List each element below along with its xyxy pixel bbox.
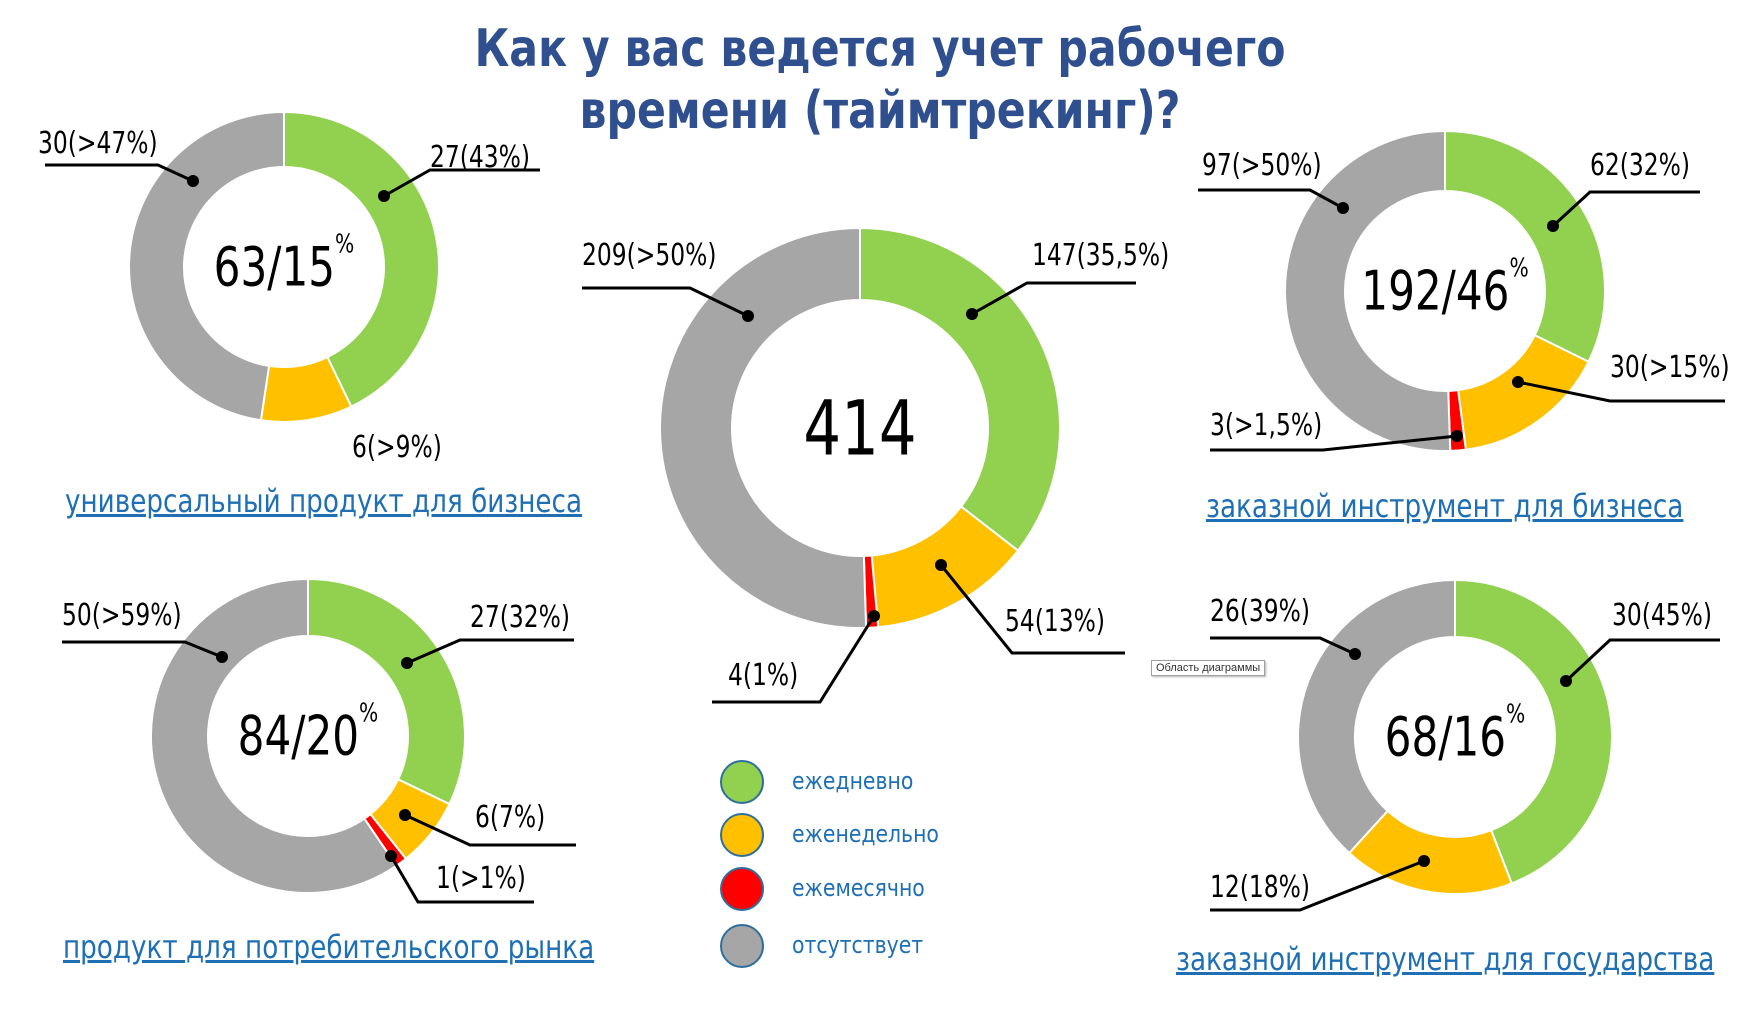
leader-dot [1560,675,1572,687]
center-number: 192/46 [1361,259,1510,323]
leader-dot [1547,220,1559,232]
data-label: 30(>15%) [1610,350,1730,385]
chart-caption-link[interactable]: универсальный продукт для бизнеса [65,482,583,520]
leader-dot [378,190,390,202]
leader-line [389,855,534,904]
leader-dot [216,651,228,663]
center-percent-sign: % [359,698,379,729]
leader-dot [399,809,411,821]
donut-slice-отсутствует [150,577,398,894]
leader-dot [935,559,947,571]
legend-swatch [720,924,764,968]
leader-line [1210,859,1425,912]
donut-slice-отсутствует [128,110,285,422]
donut-slice-отсутствует [659,226,868,629]
donut-slice-ежедневно [1444,129,1606,364]
data-label: 62(32%) [1590,148,1691,183]
leader-line [62,640,223,659]
leader-line [1210,434,1458,452]
data-label: 147(35,5%) [1032,238,1170,273]
data-label: 30(>47%) [38,126,158,161]
legend-label: отсутствует [792,931,924,959]
leader-line [1564,638,1720,683]
leader-dot [1418,855,1430,867]
data-label: 4(1%) [728,658,799,693]
data-label: 12(18%) [1210,870,1311,905]
leader-dot [868,610,880,622]
leader-line [1210,636,1356,656]
donut-slice-ежедневно [1454,578,1613,885]
leader-line [404,813,576,847]
donut-chart-3 [62,577,576,904]
center-number: 414 [803,383,917,473]
center-number: 63/15 [213,235,336,299]
leader-line [383,168,540,198]
leader-line [406,638,574,665]
leader-dot [966,308,978,320]
leader-dot [1451,430,1463,442]
center-number: 68/16 [1384,705,1507,769]
donut-center-value: 63/15% [213,230,355,299]
donut-center-value: 84/20% [237,699,379,768]
center-number: 84/20 [237,704,360,768]
leader-dot [187,175,199,187]
leader-line [1517,380,1725,403]
legend-swatch [720,867,764,911]
legend-label: ежедневно [792,767,914,795]
center-percent-sign: % [335,229,355,260]
chart-caption-link[interactable]: продукт для потребительского рынка [63,928,595,966]
legend-swatch [720,760,764,804]
donut-chart-4 [1210,578,1720,912]
donut-slice-отсутствует [1284,129,1452,452]
center-percent-sign: % [1509,253,1529,284]
data-label: 50(>59%) [62,598,182,633]
donut-slice-ежедневно [859,226,1061,553]
chart-title-line-1: Как у вас ведется учет рабочего [474,19,1286,79]
chart-title: Как у вас ведется учет рабочего времени … [470,18,1290,142]
leader-dot [1512,376,1524,388]
leader-dot [742,310,754,322]
donut-center-value: 414 [803,384,916,473]
center-percent-sign: % [1506,699,1526,730]
chart-caption-link[interactable]: заказной инструмент для государства [1176,940,1715,978]
legend-label: ежемесячно [792,874,925,902]
data-label: 27(32%) [470,600,571,635]
leader-line [1198,188,1344,210]
leader-line [582,286,749,318]
data-label: 6(7%) [475,800,546,835]
donut-chart-1 [582,226,1136,704]
data-label: 97(>50%) [1202,148,1322,183]
leader-dot [1337,202,1349,214]
data-label: 27(43%) [430,140,531,175]
leader-line [712,615,876,704]
chart-title-line-2: времени (таймтрекинг)? [579,81,1181,141]
leader-line [45,163,194,183]
donut-chart-0 [45,110,540,423]
data-label: 6(>9%) [352,430,442,465]
data-label: 26(39%) [1210,594,1311,629]
donut-center-value: 68/16% [1384,700,1526,769]
donut-slice-ежедневно [307,577,466,806]
data-label: 3(>1,5%) [1210,408,1323,443]
leader-line [971,281,1136,316]
legend-swatch [720,813,764,857]
leader-dot [385,850,397,862]
chart-area-tooltip: Область диаграммы [1151,660,1266,676]
chart-caption-link[interactable]: заказной инструмент для бизнеса [1206,487,1684,525]
donut-chart-2 [1198,129,1725,452]
leader-dot [1349,648,1361,660]
leader-dot [401,657,413,669]
data-label: 54(13%) [1005,604,1106,639]
data-label: 1(>1%) [436,861,526,896]
legend-label: еженедельно [792,820,939,848]
donut-slice-отсутствует [1297,578,1456,855]
data-label: 209(>50%) [582,238,717,273]
donut-center-value: 192/46% [1361,254,1528,323]
data-label: 30(45%) [1612,598,1713,633]
leader-line [939,564,1125,655]
leader-line [1551,190,1700,228]
